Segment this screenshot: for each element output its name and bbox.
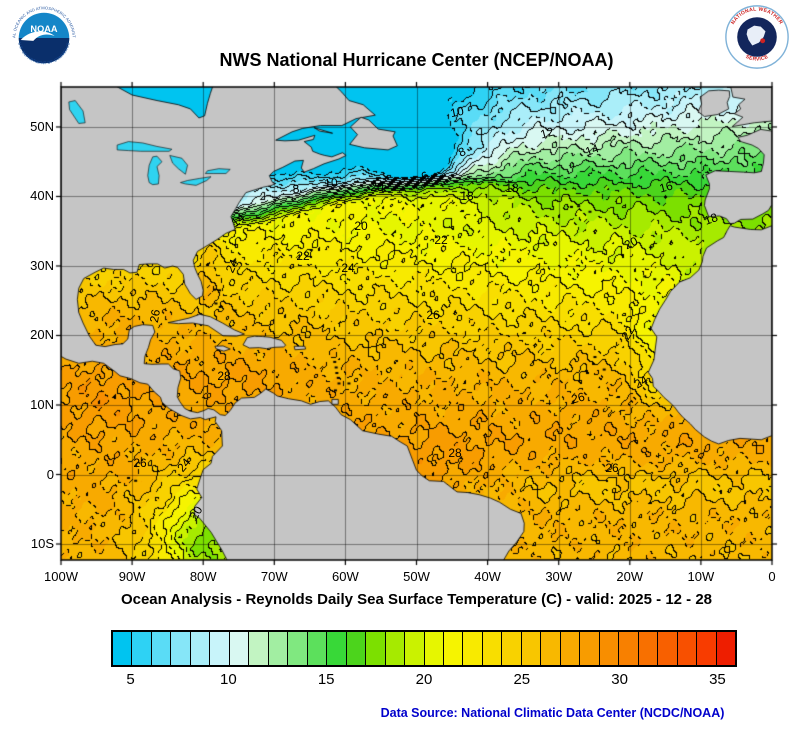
- colorbar-cell: [502, 632, 522, 665]
- lat-tick-label: 20N: [30, 327, 54, 343]
- nws-storm-icon: [760, 38, 766, 44]
- map-subtitle: Ocean Analysis - Reynolds Daily Sea Surf…: [120, 591, 713, 608]
- colorbar-cell: [151, 632, 172, 665]
- colorbar-cell: [249, 632, 269, 665]
- lon-tick-label: 0: [768, 569, 776, 584]
- colorbar-cell: [210, 632, 230, 665]
- sst-map-canvas: [53, 80, 780, 568]
- nws-logo: NATIONAL WEATHER SERVICE: [725, 5, 789, 69]
- data-source-note: Data Source: National Climatic Data Cent…: [380, 706, 725, 720]
- colorbar-cell: [619, 632, 639, 665]
- noaa-logo: NATIONAL OCEANIC AND ATMOSPHERIC ADMINIS…: [10, 4, 78, 72]
- colorbar-cell: [599, 632, 620, 665]
- lat-tick-label: 50N: [30, 118, 54, 134]
- lon-tick-label: 20W: [616, 569, 644, 584]
- lon-tick-label: 100W: [44, 569, 78, 584]
- colorbar-cell: [171, 632, 191, 665]
- lon-tick-label: 90W: [118, 569, 146, 584]
- noaa-logo-globe-lower: [18, 38, 70, 64]
- colorbar-cell: [385, 632, 406, 665]
- colorbar-tick-value: 15: [317, 671, 335, 688]
- lon-tick-label: 30W: [545, 569, 573, 584]
- lon-tick-label: 40W: [474, 569, 501, 584]
- colorbar-cell: [327, 632, 347, 665]
- colorbar-cell: [190, 632, 211, 665]
- colorbar-cell: [580, 632, 600, 665]
- lat-tick-label: 10S: [30, 536, 54, 551]
- nws-map-icon: [746, 25, 766, 46]
- noaa-acronym: NOAA: [30, 24, 57, 34]
- colorbar-cell: [521, 632, 542, 665]
- lon-tick-label: 70W: [260, 569, 288, 584]
- lon-tick-label: 80W: [189, 569, 217, 584]
- lon-tick-label: 10W: [687, 569, 715, 584]
- svg-text:SERVICE: SERVICE: [745, 54, 770, 63]
- colorbar-cell: [346, 632, 367, 665]
- lat-tick-label: 10N: [30, 396, 54, 412]
- colorbar-cell: [424, 632, 444, 665]
- colorbar-cell: [541, 632, 561, 665]
- colorbar-cell: [482, 632, 503, 665]
- colorbar-cell: [638, 632, 659, 665]
- colorbar-cell: [229, 632, 250, 665]
- colorbar-cell: [307, 632, 328, 665]
- colorbar-tick-value: 25: [513, 671, 531, 688]
- colorbar-cell: [658, 632, 678, 665]
- colorbar-cell: [697, 632, 717, 665]
- colorbar-tick-value: 30: [611, 671, 628, 688]
- noaa-seagull-icon: [20, 31, 55, 41]
- colorbar-cell: [463, 632, 483, 665]
- lat-tick-label: 40N: [30, 188, 54, 204]
- page-title: NWS National Hurricane Center (NCEP/NOAA…: [219, 50, 614, 70]
- colorbar-cell: [405, 632, 425, 665]
- colorbar-cell: [366, 632, 386, 665]
- colorbar-cell: [677, 632, 698, 665]
- colorbar-cell: [288, 632, 308, 665]
- colorbar-cell: [132, 632, 152, 665]
- colorbar-cell: [113, 632, 133, 665]
- colorbar-cell: [268, 632, 289, 665]
- lat-tick-label: 0: [46, 466, 54, 482]
- lon-tick-label: 50W: [403, 569, 430, 584]
- colorbar-tick-value: 20: [415, 671, 433, 688]
- colorbar-tick-value: 5: [126, 671, 135, 688]
- colorbar-tick-value: 35: [709, 671, 726, 688]
- colorbar-cell: [560, 632, 581, 665]
- colorbar: [111, 630, 737, 667]
- colorbar-cell: [716, 632, 735, 665]
- lon-tick-label: 60W: [332, 569, 359, 584]
- colorbar-cell: [443, 632, 464, 665]
- nws-ring-text-bottom: SERVICE: [745, 54, 770, 63]
- colorbar-tick-value: 10: [220, 671, 237, 688]
- lat-tick-label: 30N: [30, 257, 54, 273]
